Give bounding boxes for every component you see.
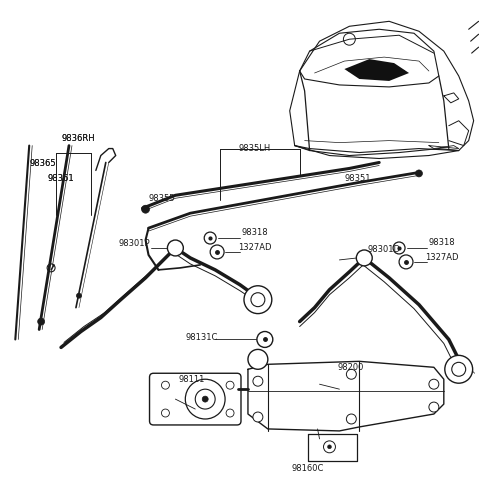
Circle shape <box>257 332 273 347</box>
Text: 98111: 98111 <box>179 375 205 384</box>
Text: 1327AD: 1327AD <box>238 244 272 252</box>
Text: 98301D: 98301D <box>367 246 400 254</box>
Circle shape <box>347 369 356 379</box>
Circle shape <box>161 381 169 389</box>
Text: 98131C: 98131C <box>185 333 218 342</box>
Circle shape <box>445 355 473 383</box>
Circle shape <box>327 445 332 449</box>
Circle shape <box>204 232 216 244</box>
Text: 98318: 98318 <box>429 238 456 246</box>
Circle shape <box>226 409 234 417</box>
Circle shape <box>452 362 466 376</box>
Text: 98355: 98355 <box>148 194 175 203</box>
Circle shape <box>253 412 263 422</box>
Circle shape <box>356 250 372 266</box>
Circle shape <box>248 349 268 369</box>
Circle shape <box>253 376 263 386</box>
Circle shape <box>161 409 169 417</box>
Text: 98361: 98361 <box>47 174 74 183</box>
Polygon shape <box>344 59 409 81</box>
Circle shape <box>429 379 439 389</box>
Circle shape <box>210 245 224 259</box>
Text: 98365: 98365 <box>29 159 56 168</box>
Circle shape <box>347 414 356 424</box>
Circle shape <box>202 396 208 402</box>
Circle shape <box>37 318 45 325</box>
Circle shape <box>168 240 183 256</box>
Text: 98361: 98361 <box>47 174 74 183</box>
Text: 98365: 98365 <box>29 159 56 168</box>
Text: 9835LH: 9835LH <box>238 144 270 153</box>
Circle shape <box>142 205 150 213</box>
Circle shape <box>429 402 439 412</box>
Circle shape <box>399 255 413 269</box>
Circle shape <box>416 170 422 177</box>
Text: 98301P: 98301P <box>119 239 150 247</box>
Text: 1327AD: 1327AD <box>425 253 458 262</box>
Text: 98160C: 98160C <box>291 464 324 473</box>
Circle shape <box>324 441 336 453</box>
Circle shape <box>76 293 82 298</box>
Text: 98351: 98351 <box>344 174 371 183</box>
Text: 9836RH: 9836RH <box>61 134 95 143</box>
Text: 98318: 98318 <box>242 228 269 237</box>
Circle shape <box>251 293 265 307</box>
Text: 9836RH: 9836RH <box>61 134 95 143</box>
Circle shape <box>393 242 405 254</box>
Circle shape <box>244 286 272 313</box>
Circle shape <box>226 381 234 389</box>
Text: 98200: 98200 <box>337 363 364 372</box>
